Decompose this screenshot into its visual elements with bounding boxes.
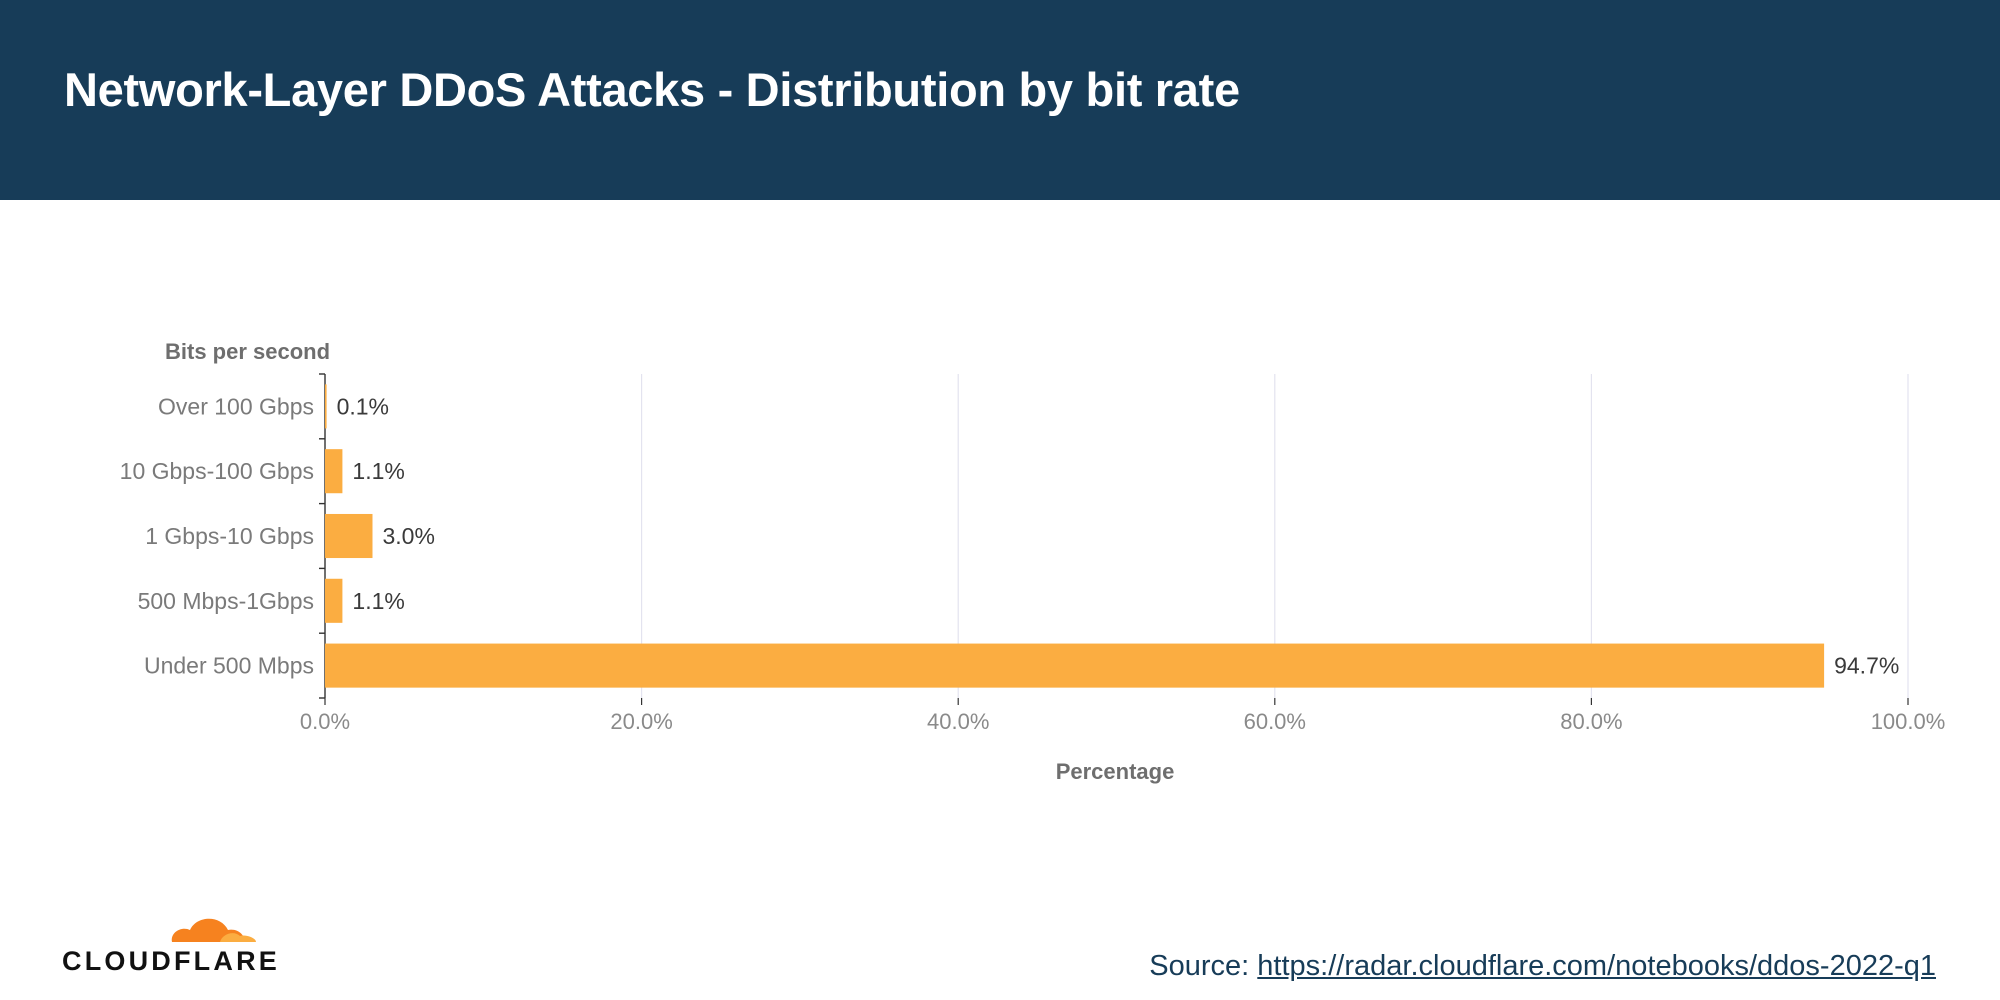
bar: [325, 578, 343, 623]
category-label: Over 100 Gbps: [158, 393, 314, 419]
category-label: 1 Gbps-10 Gbps: [145, 523, 314, 549]
value-label: 94.7%: [1834, 653, 1899, 679]
source-note: Source: https://radar.cloudflare.com/not…: [1149, 950, 1936, 983]
bar: [325, 643, 1825, 688]
x-axis-title: Percentage: [1056, 759, 1175, 784]
x-tick-label: 60.0%: [1244, 709, 1306, 734]
value-label: 3.0%: [382, 523, 434, 549]
source-label: Source:: [1149, 950, 1250, 982]
source-link[interactable]: https://radar.cloudflare.com/notebooks/d…: [1257, 950, 1936, 982]
x-tick-label: 20.0%: [610, 709, 672, 734]
bar: [325, 384, 327, 429]
category-label: 500 Mbps-1Gbps: [138, 588, 314, 614]
category-label: Under 500 Mbps: [144, 653, 314, 679]
x-tick-label: 80.0%: [1560, 709, 1622, 734]
value-label: 1.1%: [352, 588, 404, 614]
value-label: 1.1%: [352, 458, 404, 484]
y-axis-title: Bits per second: [165, 339, 330, 364]
x-tick-label: 40.0%: [927, 709, 989, 734]
bar: [325, 513, 373, 559]
x-tick-label: 0.0%: [300, 709, 350, 734]
category-label: 10 Gbps-100 Gbps: [120, 458, 314, 484]
bar: [325, 449, 343, 494]
x-tick-label: 100.0%: [1871, 709, 1946, 734]
brand-wordmark: CLOUDFLARE: [62, 946, 280, 976]
page-title: Network-Layer DDoS Attacks - Distributio…: [64, 63, 1240, 116]
cloud-icon: [171, 918, 256, 942]
header-banner: Network-Layer DDoS Attacks - Distributio…: [0, 0, 2000, 200]
value-label: 0.1%: [337, 393, 389, 419]
